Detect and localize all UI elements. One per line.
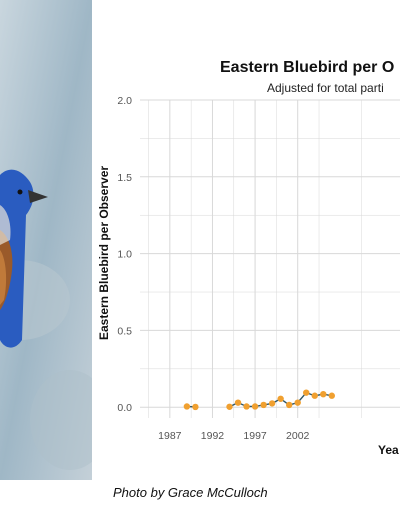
y-tick-label: 0.0 bbox=[117, 402, 132, 414]
y-tick-labels: 0.0 0.5 1.0 1.5 2.0 bbox=[117, 95, 132, 414]
y-axis-label: Eastern Bluebird per Observer bbox=[97, 166, 111, 340]
x-tick-label: 1992 bbox=[201, 430, 225, 442]
data-point bbox=[311, 392, 318, 399]
x-axis-label: Yea bbox=[378, 443, 399, 457]
x-tick-labels: 1987 1992 1997 2002 bbox=[158, 430, 309, 442]
data-point bbox=[226, 403, 233, 410]
photo-credit: Photo by Grace McCulloch bbox=[113, 485, 268, 500]
data-point bbox=[328, 392, 336, 399]
y-tick-label: 1.0 bbox=[117, 249, 132, 261]
data-point bbox=[192, 403, 199, 411]
x-tick-label: 1997 bbox=[243, 430, 267, 442]
chart: 0.0 0.5 1.0 1.5 2.0 1987 1992 1997 2002 Eastern… bbox=[97, 59, 400, 457]
data-point bbox=[251, 403, 259, 410]
y-tick-label: 0.5 bbox=[117, 325, 132, 337]
bluebird-icon bbox=[0, 169, 48, 348]
data-point bbox=[183, 403, 191, 410]
bluebird-photo bbox=[0, 0, 92, 480]
data-point bbox=[320, 390, 327, 398]
data-point bbox=[285, 401, 293, 409]
y-tick-label: 1.5 bbox=[117, 172, 132, 184]
chart-subtitle: Adjusted for total parti bbox=[267, 81, 384, 95]
y-tick-label: 2.0 bbox=[117, 95, 132, 107]
data-point bbox=[303, 389, 310, 396]
data-point bbox=[277, 395, 284, 402]
series bbox=[183, 389, 336, 411]
data-point bbox=[294, 399, 301, 406]
x-tick-label: 2002 bbox=[286, 430, 310, 442]
data-point bbox=[260, 401, 267, 409]
gridlines bbox=[140, 99, 400, 418]
x-tick-label: 1987 bbox=[158, 430, 182, 442]
data-point bbox=[234, 399, 242, 406]
chart-title: Eastern Bluebird per O bbox=[220, 59, 394, 76]
data-point bbox=[268, 400, 276, 407]
data-point bbox=[243, 403, 250, 410]
